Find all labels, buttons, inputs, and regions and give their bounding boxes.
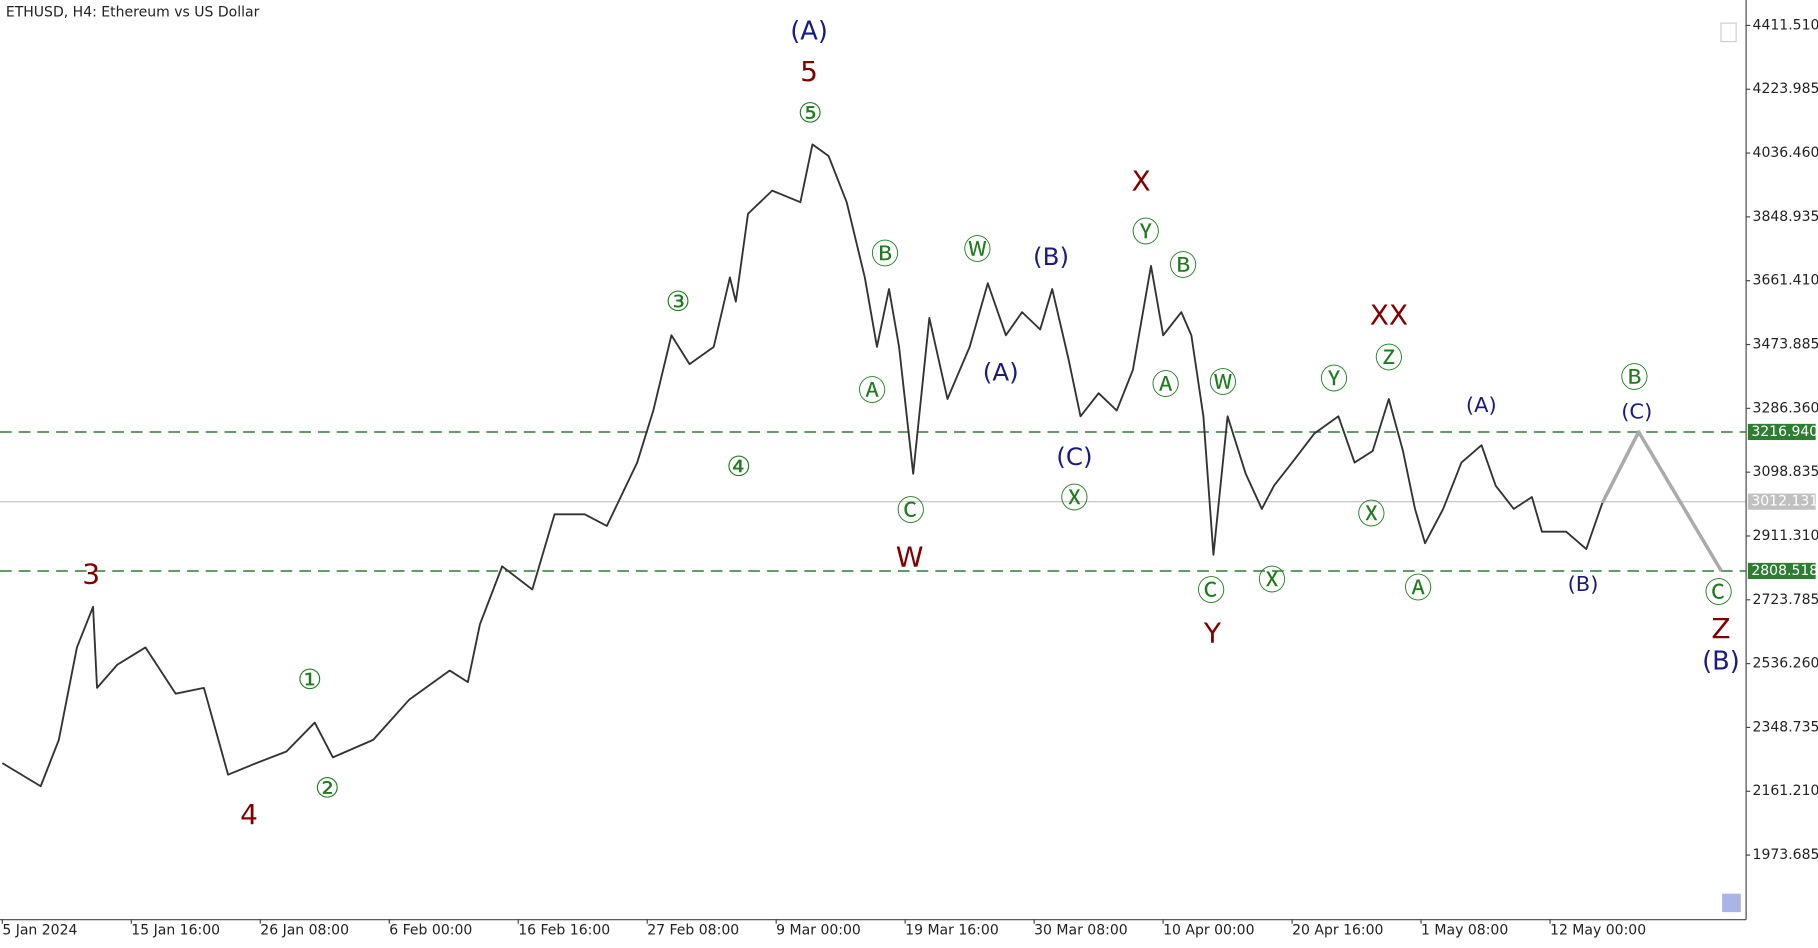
price-level-box bbox=[1747, 562, 1816, 580]
wave-label: Ⓦ bbox=[963, 233, 991, 266]
wave-label: Y bbox=[1203, 617, 1222, 650]
wave-label: (B) bbox=[1568, 572, 1599, 596]
y-tick-label: 3848.935 bbox=[1753, 209, 1818, 225]
price-level-label: 2808.518 bbox=[1751, 563, 1818, 579]
wave-label: (B) bbox=[1702, 647, 1740, 677]
projection-line bbox=[1600, 430, 1723, 572]
wave-label: ③ bbox=[666, 285, 691, 318]
wave-label: (B) bbox=[1033, 242, 1069, 271]
y-tick-label: 3661.410 bbox=[1753, 273, 1818, 289]
toolbar-icon[interactable] bbox=[1720, 22, 1737, 43]
x-tick-label: 9 Mar 00:00 bbox=[776, 923, 861, 939]
price-level-label: 3012.131 bbox=[1751, 494, 1818, 510]
wave-label: X bbox=[1131, 165, 1150, 198]
price-level-box bbox=[1747, 493, 1816, 510]
x-tick-label: 15 Jan 16:00 bbox=[131, 923, 220, 939]
y-tick-label: 2348.735 bbox=[1753, 719, 1818, 735]
wave-label: Ⓦ bbox=[1209, 366, 1237, 399]
wave-label: 3 bbox=[82, 558, 100, 591]
x-tick-label: 30 Mar 08:00 bbox=[1034, 923, 1128, 939]
x-tick-label: 6 Feb 00:00 bbox=[389, 923, 472, 939]
x-tick-label: 12 May 00:00 bbox=[1550, 923, 1646, 939]
wave-label: Ⓒ bbox=[897, 494, 925, 527]
wave-label: 4 bbox=[240, 798, 258, 831]
wave-label: (C) bbox=[1621, 400, 1652, 424]
wave-label: Ⓧ bbox=[1258, 564, 1286, 597]
y-tick-label: 4411.510 bbox=[1753, 17, 1818, 33]
wave-label: Ⓧ bbox=[1357, 498, 1385, 531]
x-tick-label: 27 Feb 08:00 bbox=[647, 923, 739, 939]
x-tick-label: 16 Feb 16:00 bbox=[518, 923, 610, 939]
y-tick-label: 3473.885 bbox=[1753, 337, 1818, 353]
x-tick-label: 1 May 08:00 bbox=[1421, 923, 1508, 939]
wave-label: Ⓒ bbox=[1197, 574, 1225, 607]
wave-label: Ⓑ bbox=[1620, 361, 1648, 394]
y-tick-label: 4036.460 bbox=[1753, 145, 1818, 161]
wave-label: Z bbox=[1711, 612, 1730, 645]
wave-label: Ⓒ bbox=[1705, 576, 1733, 609]
y-tick-label: 2723.785 bbox=[1753, 592, 1818, 608]
x-tick-label: 10 Apr 00:00 bbox=[1163, 923, 1254, 939]
wave-label: (A) bbox=[1466, 393, 1497, 417]
price-level-box bbox=[1747, 423, 1816, 441]
y-tick-label: 3286.360 bbox=[1753, 400, 1818, 416]
wave-label: Ⓨ bbox=[1320, 362, 1348, 395]
y-tick-label: 4223.985 bbox=[1753, 81, 1818, 97]
wave-label: Ⓧ bbox=[1060, 482, 1088, 515]
wave-label: ② bbox=[315, 772, 340, 805]
y-tick-label: 2911.310 bbox=[1753, 528, 1818, 544]
wave-label: (A) bbox=[790, 16, 828, 46]
corner-icon[interactable] bbox=[1722, 893, 1741, 913]
wave-label: ④ bbox=[726, 450, 751, 483]
chart-title: ETHUSD, H4: Ethereum vs US Dollar bbox=[6, 5, 260, 21]
wave-label: Ⓐ bbox=[858, 374, 886, 407]
price-level-label: 3216.940 bbox=[1751, 424, 1818, 440]
wave-label: XX bbox=[1370, 299, 1408, 332]
wave-label: ⑤ bbox=[798, 97, 823, 130]
wave-label: Ⓐ bbox=[1152, 368, 1180, 401]
wave-label: W bbox=[896, 540, 924, 573]
wave-label: Ⓨ bbox=[1132, 216, 1160, 249]
wave-label: Ⓩ bbox=[1375, 342, 1403, 375]
wave-label: (A) bbox=[983, 358, 1019, 387]
wave-label: (C) bbox=[1056, 442, 1092, 471]
wave-label: 5 bbox=[800, 55, 818, 88]
price-line bbox=[1, 143, 1604, 788]
wave-label: Ⓑ bbox=[871, 238, 899, 271]
wave-label: Ⓐ bbox=[1404, 572, 1432, 605]
y-tick-label: 2536.260 bbox=[1753, 656, 1818, 672]
x-tick-label: 26 Jan 08:00 bbox=[260, 923, 349, 939]
y-tick-label: 2161.210 bbox=[1753, 783, 1818, 799]
y-tick-label: 1973.685 bbox=[1753, 847, 1818, 863]
wave-label: ① bbox=[297, 663, 322, 696]
x-tick-label: 19 Mar 16:00 bbox=[905, 923, 999, 939]
x-tick-label: 20 Apr 16:00 bbox=[1292, 923, 1383, 939]
y-tick-label: 3098.835 bbox=[1753, 464, 1818, 480]
x-tick-label: 5 Jan 2024 bbox=[2, 923, 77, 939]
wave-label: Ⓑ bbox=[1169, 249, 1197, 282]
